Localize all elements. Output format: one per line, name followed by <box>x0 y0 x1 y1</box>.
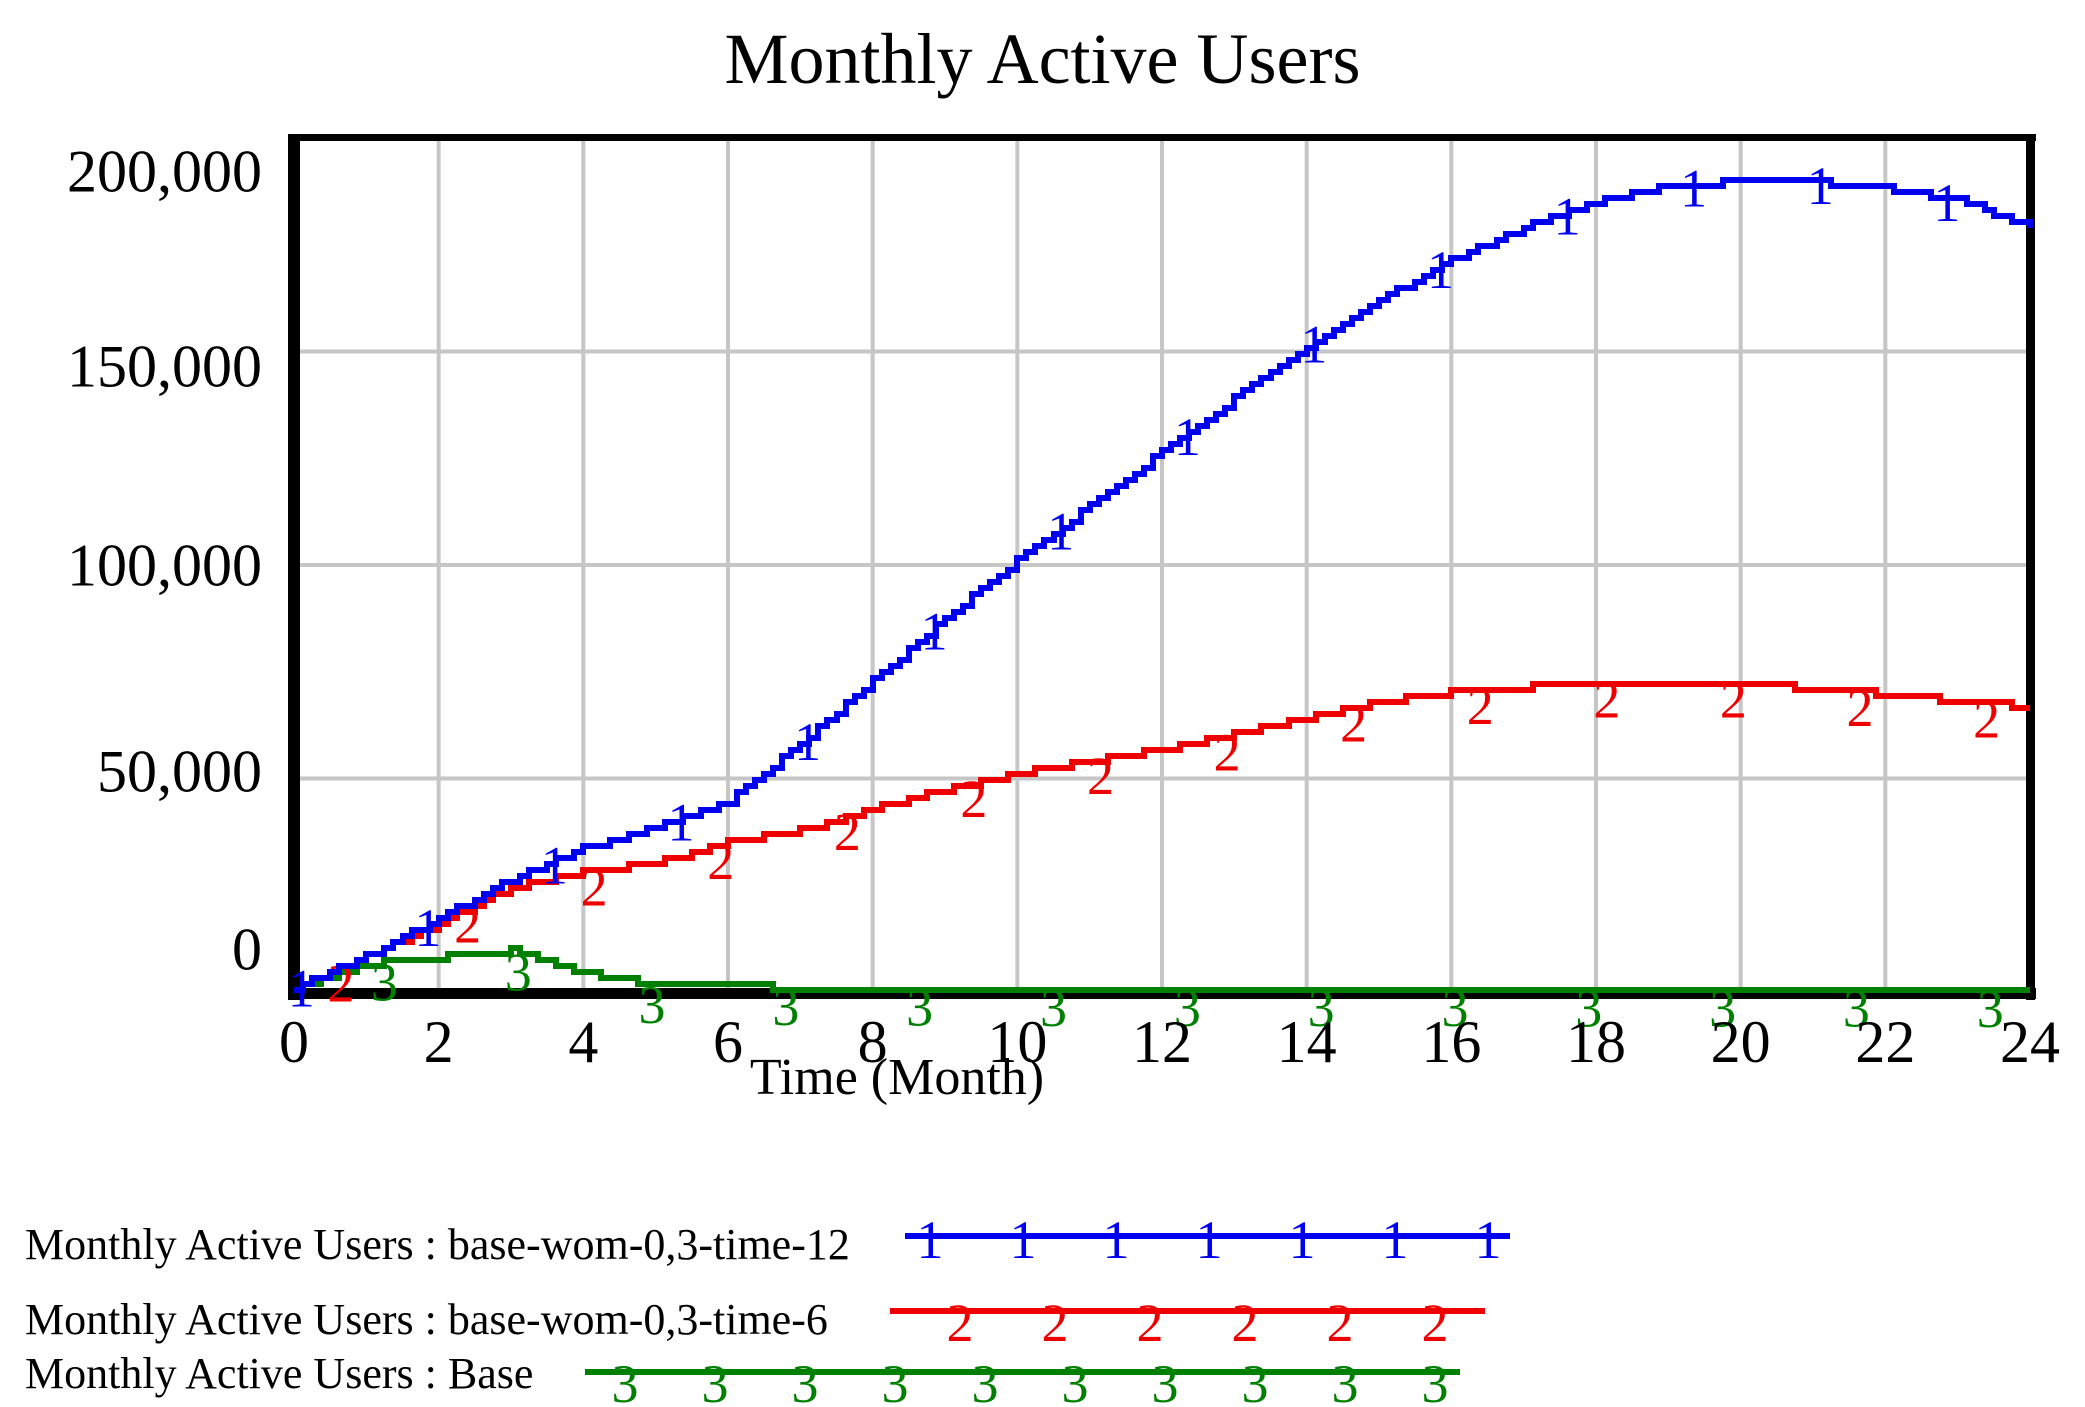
legend-sample-marker-1: 1 <box>917 1210 944 1270</box>
series-marker-1: 1 <box>1174 407 1201 467</box>
legend-sample-marker-3: 3 <box>792 1354 819 1407</box>
plot-frame-bottom <box>288 988 2036 999</box>
series-marker-2: 2 <box>581 857 608 917</box>
legend-sample-marker-1: 1 <box>1103 1210 1130 1270</box>
x-tick-label: 14 <box>1276 1009 1337 1075</box>
series-marker-1: 1 <box>1807 156 1834 216</box>
series-marker-2: 2 <box>328 953 355 1013</box>
series-marker-1: 1 <box>1554 186 1581 246</box>
x-tick-label: 8 <box>857 1009 888 1075</box>
legend-sample-marker-3: 3 <box>972 1354 999 1407</box>
series-marker-3: 3 <box>505 942 532 1002</box>
x-tick-label: 2 <box>423 1009 454 1075</box>
series-marker-1: 1 <box>414 898 441 958</box>
x-tick-label: 16 <box>1421 1009 1482 1075</box>
series-marker-3: 3 <box>371 953 398 1013</box>
legend-sample-marker-2: 2 <box>947 1293 974 1353</box>
legend-sample-marker-3: 3 <box>612 1354 639 1407</box>
series-marker-2: 2 <box>1214 722 1241 782</box>
legend-sample-marker-2: 2 <box>1232 1293 1259 1353</box>
y-tick-label: 100,000 <box>67 532 262 599</box>
series-marker-3: 3 <box>1308 978 1335 1038</box>
series-marker-3: 3 <box>1441 978 1468 1038</box>
x-tick-label: 12 <box>1132 1009 1192 1075</box>
series-marker-3: 3 <box>906 977 933 1037</box>
series-marker-2: 2 <box>707 831 734 891</box>
legend-sample-marker-3: 3 <box>1152 1354 1179 1407</box>
series-line-3 <box>294 945 2030 993</box>
series-marker-3: 3 <box>1843 979 1870 1039</box>
x-tick-label: 18 <box>1566 1009 1626 1075</box>
series-marker-1: 1 <box>921 602 948 662</box>
series-marker-2: 2 <box>960 769 987 829</box>
series-marker-1: 1 <box>1427 240 1454 300</box>
y-tick-label: 0 <box>232 916 262 983</box>
series-marker-1: 1 <box>541 835 568 895</box>
series-marker-1: 1 <box>794 712 821 772</box>
y-tick-label: 150,000 <box>67 333 262 400</box>
x-tick-label: 10 <box>987 1009 1048 1075</box>
chart-title: Monthly Active Users <box>724 19 1361 99</box>
series-line-2 <box>294 681 2030 993</box>
series-marker-2: 2 <box>1087 746 1114 806</box>
plot-frame-right <box>2026 134 2035 1000</box>
y-tick-label: 200,000 <box>67 138 262 205</box>
series-marker-1: 1 <box>1300 315 1327 375</box>
series-marker-2: 2 <box>1847 678 1874 738</box>
series-marker-1: 1 <box>1933 173 1960 233</box>
series-marker-3: 3 <box>1709 979 1736 1039</box>
legend-sample-marker-3: 3 <box>1422 1354 1449 1407</box>
legend-sample-marker-2: 2 <box>1422 1293 1449 1353</box>
legend-sample-marker-3: 3 <box>1242 1354 1269 1407</box>
legend-label-series3: Monthly Active Users : Base <box>25 1349 534 1398</box>
x-tick-label: 4 <box>568 1009 599 1075</box>
legend-sample-marker-2: 2 <box>1042 1293 1069 1353</box>
series-marker-2: 2 <box>1340 694 1367 754</box>
legend-sample-marker-3: 3 <box>1332 1354 1359 1407</box>
series-marker-3: 3 <box>1977 979 2004 1039</box>
legend-sample-marker-3: 3 <box>1062 1354 1089 1407</box>
x-tick-label: 6 <box>713 1009 743 1075</box>
series-marker-2: 2 <box>1720 670 1747 730</box>
series-marker-3: 3 <box>1040 978 1067 1038</box>
legend-sample-marker-3: 3 <box>702 1354 729 1407</box>
legend-sample-marker-1: 1 <box>1382 1210 1409 1270</box>
legend-sample-marker-3: 3 <box>882 1354 909 1407</box>
legend-sample-marker-1: 1 <box>1289 1210 1316 1270</box>
series-marker-1: 1 <box>1047 501 1074 561</box>
x-axis-title: Time (Month) <box>749 1049 1045 1106</box>
series-marker-2: 2 <box>1467 676 1494 736</box>
legend-sample-marker-1: 1 <box>1010 1210 1037 1270</box>
series-marker-3: 3 <box>1575 978 1602 1038</box>
series-marker-2: 2 <box>834 802 861 862</box>
series-marker-3: 3 <box>772 977 799 1037</box>
plot-frame-left <box>288 134 300 1000</box>
legend-sample-marker-2: 2 <box>1137 1293 1164 1353</box>
series-marker-3: 3 <box>1174 978 1201 1038</box>
series-line-1 <box>294 177 2033 993</box>
y-tick-label: 50,000 <box>97 738 262 805</box>
x-tick-label: 22 <box>1855 1009 1916 1075</box>
series-marker-1: 1 <box>667 793 694 853</box>
series-marker-1: 1 <box>288 959 315 1019</box>
legend-label-series2: Monthly Active Users : base-wom-0,3-time… <box>25 1295 828 1344</box>
legend-label-series1: Monthly Active Users : base-wom-0,3-time… <box>25 1220 850 1269</box>
series-marker-2: 2 <box>1593 670 1620 730</box>
series-marker-1: 1 <box>1680 158 1707 218</box>
x-tick-label: 0 <box>279 1009 309 1075</box>
legend-sample-marker-1: 1 <box>1475 1210 1502 1270</box>
legend-sample-marker-1: 1 <box>1196 1210 1223 1270</box>
x-tick-label: 24 <box>2000 1009 2060 1075</box>
series-marker-2: 2 <box>1973 689 2000 749</box>
x-tick-label: 20 <box>1710 1009 1771 1075</box>
series-marker-3: 3 <box>639 975 666 1035</box>
plot-frame-top <box>288 134 2036 141</box>
legend-sample-marker-2: 2 <box>1327 1293 1354 1353</box>
